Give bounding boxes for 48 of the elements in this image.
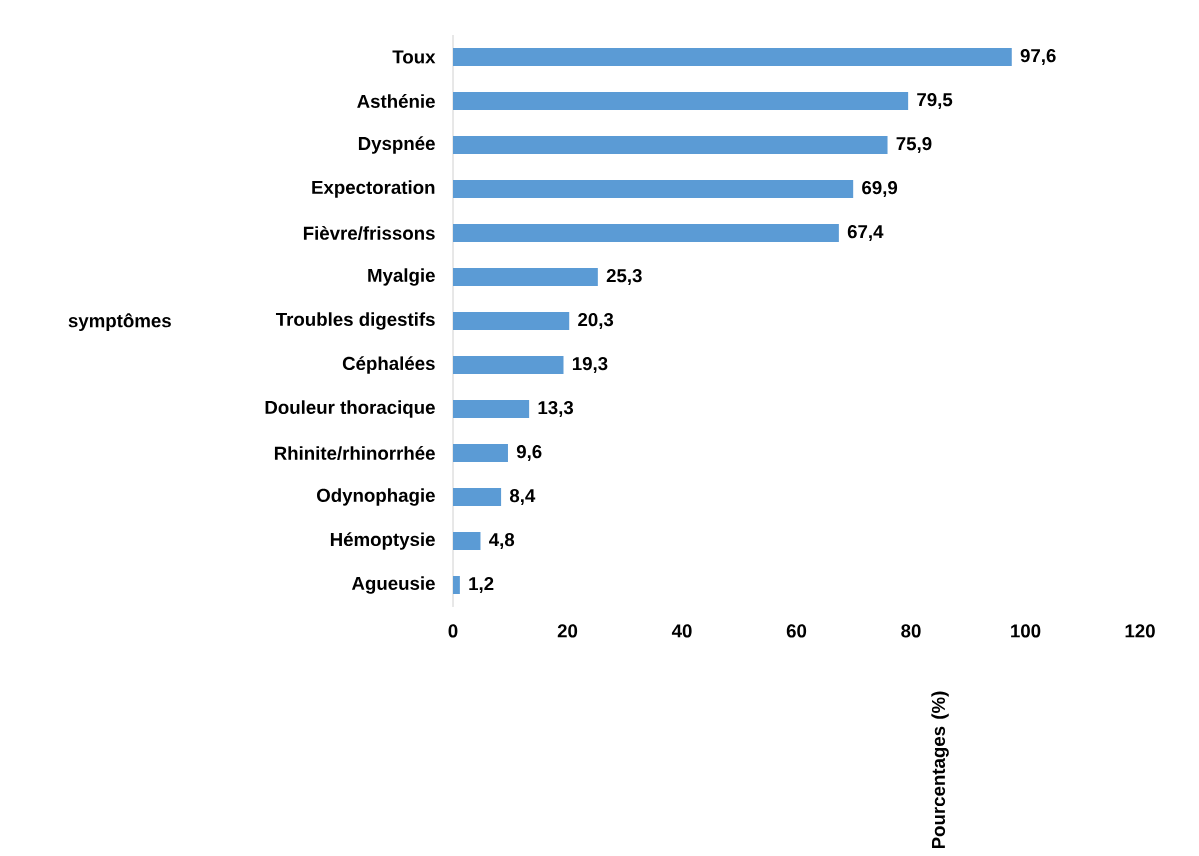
text: Pourcentages (%) (931, 691, 949, 849)
bar (453, 355, 564, 374)
bar (453, 443, 508, 462)
y-tick-label: Fièvre/frissons (303, 225, 435, 240)
data-label: 69,9 (862, 180, 898, 197)
y-tick-label: Odynophagie (317, 488, 435, 506)
data-label: 1,2 (469, 576, 494, 593)
bar (453, 399, 530, 418)
data-label: 4,8 (489, 532, 515, 549)
data-label: 13,3 (538, 400, 574, 417)
bar (453, 487, 502, 506)
y-tick-label: Rhinite/rhinorrhée (274, 445, 435, 460)
bar (453, 47, 1012, 66)
bar (453, 179, 854, 198)
x-tick-label: 100 (1011, 624, 1041, 638)
x-tick-label: 120 (1125, 624, 1155, 638)
y-tick-label: Myalgie (368, 268, 435, 286)
y-tick-label: Dyspnée (358, 136, 435, 154)
y-tick-label: Asthénie (357, 93, 435, 108)
x-tick-label: 20 (557, 624, 578, 638)
bar (453, 575, 460, 594)
data-label: 75,9 (896, 136, 932, 153)
y-tick-label: Toux (392, 50, 436, 64)
bar (453, 135, 888, 154)
y-tick-label: Hémoptysie (330, 532, 435, 550)
bar (453, 531, 481, 550)
text: symptômes (68, 313, 171, 331)
data-label: 67,4 (847, 224, 884, 241)
data-label: 25,3 (606, 268, 642, 285)
y-tick-label: Expectoration (312, 180, 435, 198)
data-label: 19,3 (572, 356, 608, 373)
bar (453, 91, 909, 110)
data-label: 8,4 (509, 488, 536, 505)
data-label: 79,5 (917, 92, 953, 109)
bar (453, 311, 570, 330)
y-tick-label: Troubles digestifs (275, 312, 435, 330)
bar (453, 223, 839, 242)
x-tick-label: 80 (901, 624, 921, 638)
y-tick-label: Douleur thoracique (265, 400, 435, 418)
y-tick-label: Céphalées (342, 356, 435, 374)
bar (453, 267, 598, 286)
x-tick-label: 60 (786, 624, 807, 638)
x-tick-label: 0 (448, 624, 458, 638)
data-label: 20,3 (578, 312, 614, 329)
x-tick-label: 40 (671, 624, 692, 638)
data-label: 97,6 (1020, 48, 1056, 65)
data-label: 9,6 (516, 444, 542, 461)
y-tick-label: Agueusie (351, 576, 435, 594)
